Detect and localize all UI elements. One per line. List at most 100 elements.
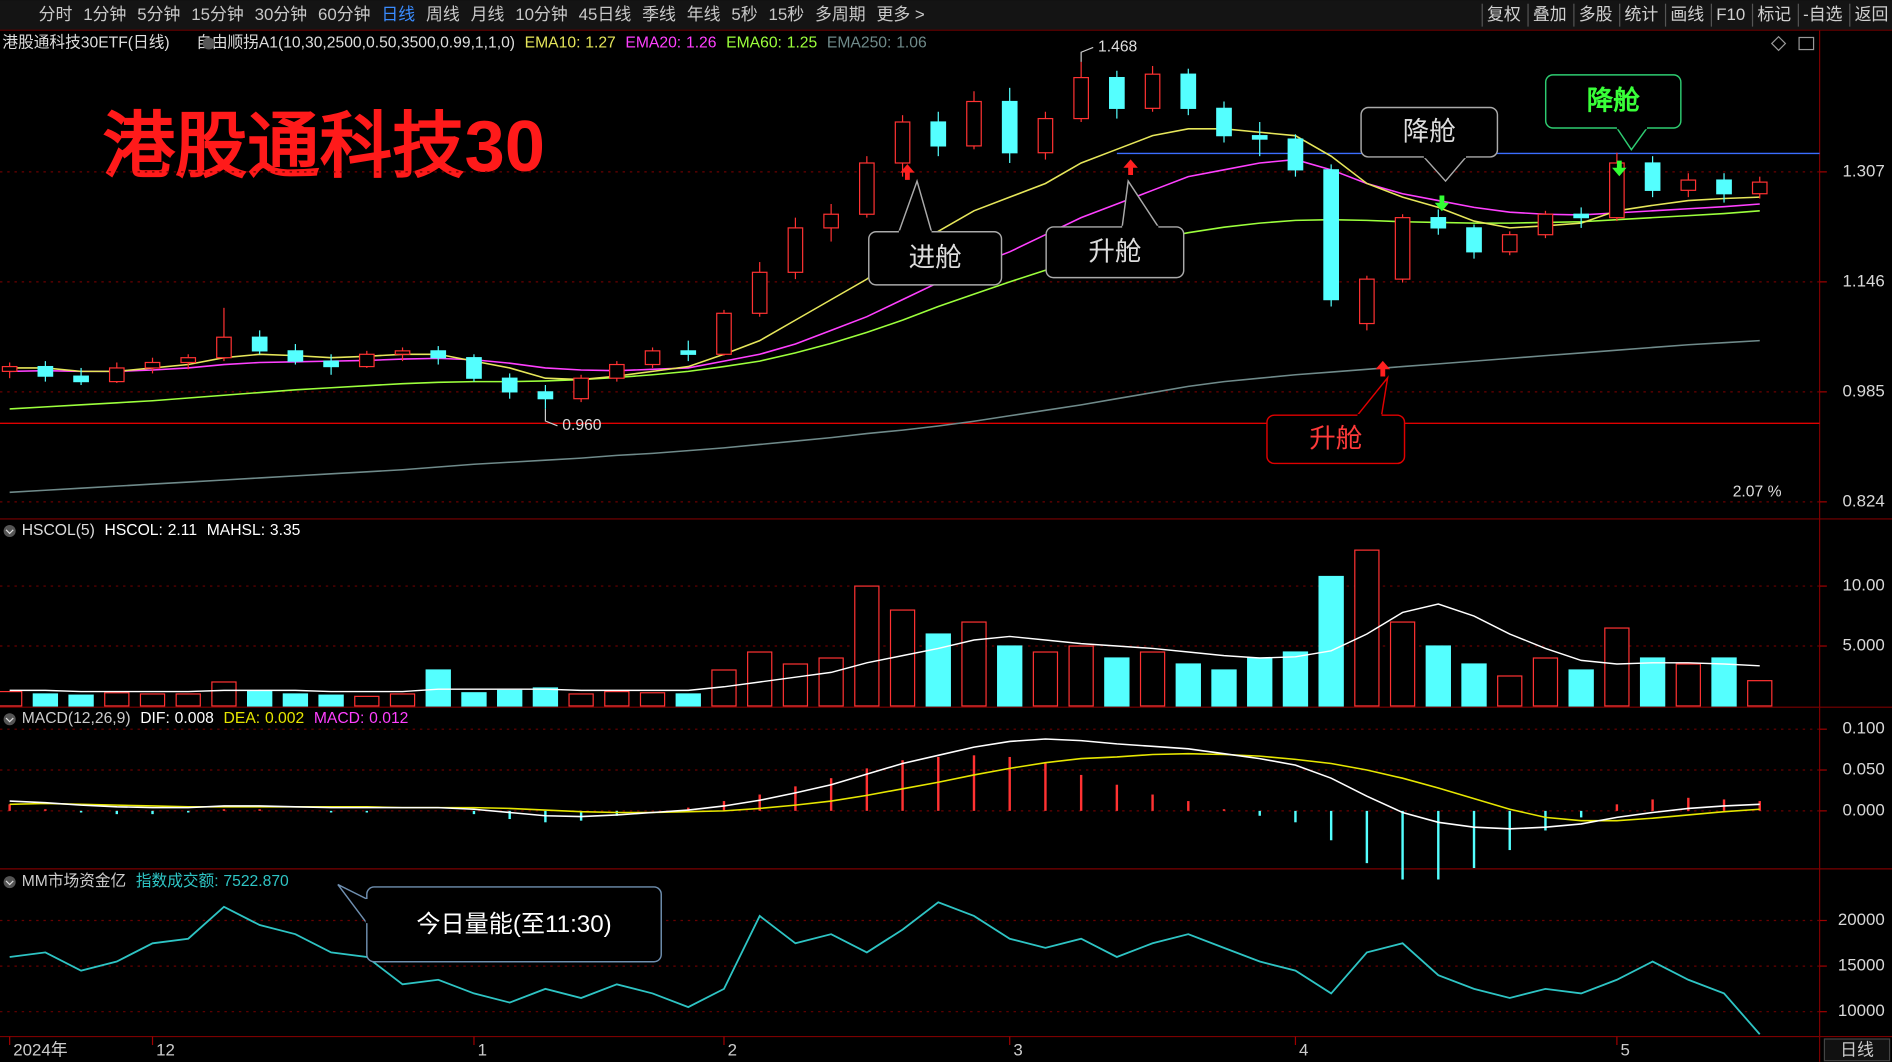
toolbar-item[interactable]: 15分钟 bbox=[191, 5, 244, 24]
x-tick-label: 2024年 bbox=[13, 1041, 68, 1060]
candle-body bbox=[1287, 138, 1304, 171]
indicator-icon[interactable] bbox=[202, 37, 215, 50]
volume-bar bbox=[1604, 627, 1630, 707]
candle-body bbox=[823, 213, 839, 229]
toolbar-item[interactable]: 5分钟 bbox=[137, 5, 180, 24]
volume-bar bbox=[1139, 651, 1166, 707]
signal-arrow bbox=[1123, 159, 1138, 176]
toolbar-item[interactable]: 周线 bbox=[426, 5, 460, 24]
candle-body bbox=[608, 363, 625, 379]
toolbar-item[interactable]: 多股 bbox=[1579, 5, 1613, 24]
min-leader bbox=[544, 408, 558, 427]
y-tick-label: 0.000 bbox=[1843, 800, 1885, 819]
candle-body bbox=[894, 121, 911, 164]
volume-bar bbox=[1032, 651, 1059, 707]
volume-bar bbox=[747, 651, 773, 707]
toolbar-item[interactable]: 1分钟 bbox=[83, 5, 126, 24]
candle-body bbox=[1501, 234, 1518, 253]
toolbar-item[interactable]: 日线 bbox=[381, 5, 415, 24]
callout-tail bbox=[1356, 375, 1389, 416]
legend-value: 1.25 bbox=[787, 35, 818, 52]
volume-bar bbox=[568, 693, 594, 707]
panel-icon[interactable] bbox=[3, 524, 16, 538]
volume-bar bbox=[1389, 621, 1416, 707]
legend-title: 自由顺拐A1(10,30,2500,0.50,3500,0.99,1,1,0) bbox=[196, 34, 515, 52]
toolbar-item[interactable]: 多周期 bbox=[815, 5, 866, 24]
candle-body bbox=[1037, 117, 1054, 154]
legend-value: 0.002 bbox=[265, 710, 304, 727]
y-tick-label: 0.100 bbox=[1843, 719, 1885, 738]
candle-body bbox=[323, 360, 339, 368]
toolbar-item[interactable]: 季线 bbox=[642, 5, 676, 24]
volume-bar bbox=[1497, 675, 1523, 707]
y-tick-label: 10000 bbox=[1838, 1001, 1885, 1020]
y-tick-label: 1.307 bbox=[1843, 161, 1885, 180]
volume-bar bbox=[1211, 669, 1237, 707]
panel-icon bbox=[5, 529, 14, 535]
series-line bbox=[9, 603, 1760, 693]
period-box[interactable] bbox=[1823, 1038, 1891, 1062]
y-tick-label: 0.050 bbox=[1843, 759, 1885, 778]
toolbar-item[interactable]: 60分钟 bbox=[318, 5, 371, 24]
big-title: 港股通科技30 bbox=[103, 106, 545, 187]
candle-body bbox=[1180, 73, 1197, 109]
candle-body bbox=[287, 350, 304, 362]
volume-bar bbox=[1747, 680, 1773, 707]
toolbar-item[interactable]: 更多 > bbox=[876, 5, 924, 24]
volume-bar bbox=[639, 692, 666, 707]
callout-text: 升舱 bbox=[1088, 236, 1141, 266]
volume-bar bbox=[354, 695, 380, 707]
toolbar-item[interactable]: 复权 bbox=[1487, 5, 1521, 24]
legend-value: 1.27 bbox=[585, 35, 616, 52]
toolbar-item[interactable]: 分时 bbox=[39, 5, 73, 24]
toolbar-item[interactable]: 10分钟 bbox=[515, 5, 568, 24]
volume-bar bbox=[318, 694, 344, 707]
candle-body bbox=[573, 377, 589, 400]
volume-bar bbox=[604, 690, 630, 707]
callout-tail bbox=[1423, 156, 1467, 183]
toolbar-item[interactable]: 叠加 bbox=[1533, 5, 1567, 24]
volume-bar bbox=[1175, 663, 1201, 707]
toolbar-item[interactable]: 返回 bbox=[1855, 5, 1889, 24]
callout-tail bbox=[337, 883, 368, 924]
toolbar-item[interactable]: F10 bbox=[1716, 5, 1745, 24]
y-tick-label: 20000 bbox=[1838, 910, 1885, 929]
x-tick-label: 3 bbox=[1013, 1041, 1022, 1060]
series-line bbox=[9, 210, 1760, 410]
candle-body bbox=[1323, 169, 1340, 301]
candle-body bbox=[1537, 213, 1554, 236]
callout-box bbox=[1544, 74, 1682, 129]
toolbar-item[interactable]: 5秒 bbox=[731, 5, 757, 24]
volume-bar bbox=[497, 689, 523, 707]
legend-name: HSCOL: bbox=[105, 522, 163, 539]
volume-bar bbox=[961, 621, 987, 707]
toolbar-item[interactable]: 月线 bbox=[471, 5, 505, 24]
panel-icon[interactable] bbox=[3, 876, 16, 889]
toolbar-item[interactable]: 标记 bbox=[1757, 5, 1791, 24]
legend-value: 2.11 bbox=[168, 522, 197, 539]
icon[interactable] bbox=[1770, 35, 1787, 52]
candle-body bbox=[1430, 217, 1447, 229]
legend-title: MM市场资金亿 bbox=[22, 872, 126, 890]
icon[interactable] bbox=[1798, 36, 1815, 51]
series-line bbox=[9, 738, 1760, 830]
legend-name: EMA60: bbox=[726, 35, 782, 52]
toolbar-item[interactable]: 年线 bbox=[687, 5, 721, 24]
toolbar-item[interactable]: 45日线 bbox=[579, 5, 632, 24]
volume-bar bbox=[1354, 549, 1380, 707]
toolbar-item[interactable]: 画线 bbox=[1670, 5, 1704, 24]
toolbar-item[interactable]: 统计 bbox=[1625, 5, 1659, 24]
candle-body bbox=[1144, 73, 1161, 109]
toolbar-item[interactable]: 30分钟 bbox=[255, 5, 308, 24]
panel-icon[interactable] bbox=[3, 713, 16, 726]
toolbar-item[interactable]: -自选 bbox=[1803, 5, 1842, 24]
candle-body bbox=[680, 350, 697, 355]
volume-bar bbox=[1425, 645, 1451, 707]
signal-arrow bbox=[1434, 195, 1450, 212]
legend-name: EMA250: bbox=[827, 35, 891, 52]
legend-value: 1.26 bbox=[686, 35, 717, 52]
period-label[interactable]: 日线 bbox=[1840, 1041, 1874, 1060]
candle-body bbox=[394, 350, 411, 355]
toolbar-item[interactable]: 15秒 bbox=[768, 5, 804, 24]
